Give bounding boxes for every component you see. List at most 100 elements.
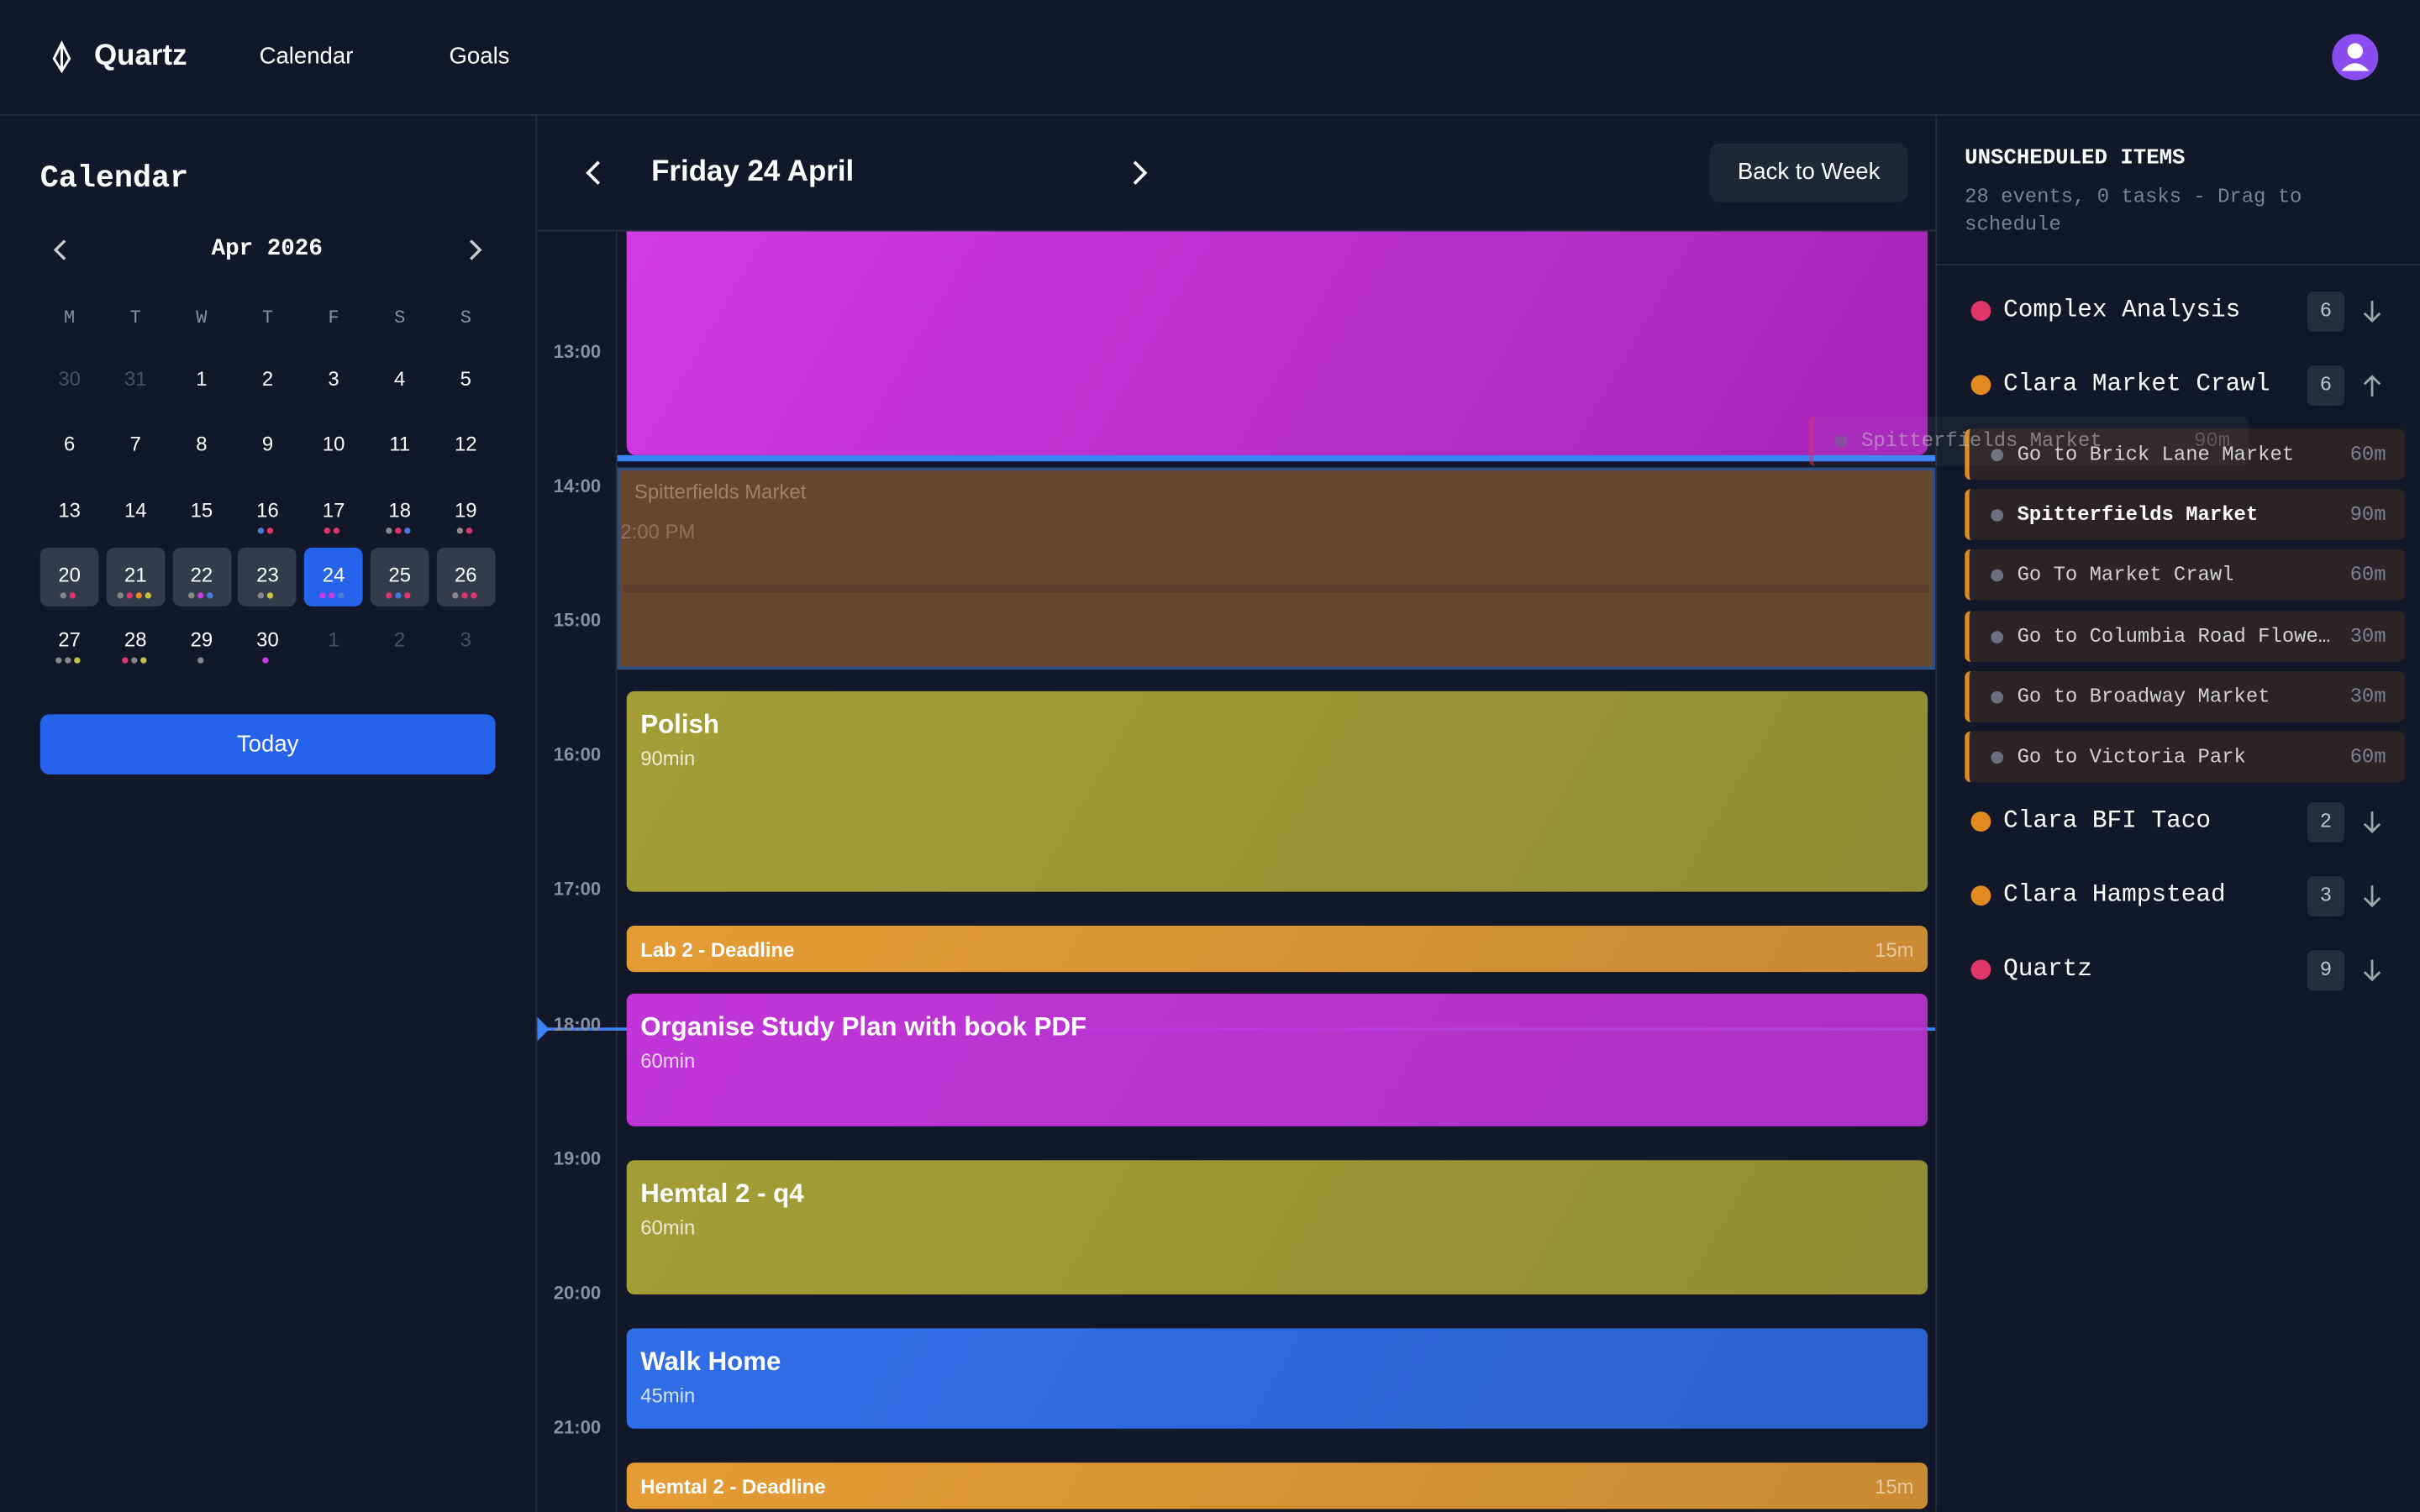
event-duration: 15m [1875,937,1914,962]
timeline: Spitterfields Market 2:00 PM 13:00 14:00 1… [537,231,1936,1512]
day[interactable]: 23 [256,563,279,586]
day[interactable]: 5 [460,367,471,391]
event-title: Organise Study Plan with book PDF [640,1011,1087,1042]
event-title: Walk Home [640,1347,781,1377]
day[interactable]: 11 [389,432,411,456]
panel-subtitle: 28 events, 0 tasks - Drag to schedule [1965,185,2302,237]
event-dot [319,592,326,599]
day[interactable]: 26 [455,563,477,586]
event-dot [145,592,151,599]
day[interactable]: 2 [394,627,406,652]
day[interactable]: 15 [190,497,213,522]
hour-label: 21:00 [553,1415,602,1438]
day[interactable]: 20 [58,563,81,586]
prev-day[interactable] [583,159,605,186]
day[interactable]: 13 [58,497,81,522]
event-duration: 90min [640,746,696,770]
event-dot [121,657,129,664]
panel-divider [1937,264,2420,265]
day[interactable]: 24 [322,563,345,586]
today-button[interactable]: Today [39,714,496,775]
weekday: F [328,307,339,329]
weekday: T [261,307,274,329]
nav-link[interactable]: Calendar [259,43,354,70]
event-title: Hemtal 2 - Deadline [640,1474,826,1499]
day[interactable]: 3 [328,367,339,391]
day[interactable]: 18 [388,497,412,522]
day[interactable]: 8 [196,432,208,456]
event-dot [451,592,459,599]
calendar-grid: M T W T F S S 30 31 1 2 3 4 5 6 7 8 9 10 11 12 13 14 15 16 17 18 19… [0,0,537,695]
day[interactable]: 27 [58,627,81,652]
day-highlight [238,547,297,606]
event-dot [267,527,274,533]
hour-label: 17:00 [553,878,602,900]
event[interactable]: Lab 2 - Deadline 15m [626,926,1928,973]
day[interactable]: 29 [190,627,213,652]
event-dot [395,527,402,533]
weekday: W [196,307,208,329]
next-month[interactable] [465,238,487,262]
day[interactable]: 1 [196,367,208,391]
event-dot [262,657,270,664]
day[interactable]: 30 [256,627,279,652]
next-day[interactable] [1128,159,1150,186]
brand[interactable]: Quartz [94,39,187,73]
day[interactable]: 22 [190,563,213,586]
event-dot [466,527,472,533]
event-dot [197,592,203,599]
ghost-title: Spitterfields Market [634,480,807,503]
day[interactable]: 25 [388,563,412,586]
avatar[interactable] [2332,34,2379,81]
day[interactable]: 28 [124,627,147,652]
day[interactable]: 7 [129,432,141,456]
event[interactable]: Hemtal 2 - q4 60min [626,1160,1928,1295]
unscheduled-panel [1935,115,2420,1512]
event[interactable]: Hemtal 2 - Deadline 15m [626,1462,1928,1509]
event-title: Polish [640,709,719,739]
event-dot [329,592,335,599]
weekday: M [64,307,76,329]
event-duration: 60min [640,1215,696,1239]
event-duration: 15m [1875,1474,1914,1499]
event-block[interactable] [626,231,1928,455]
day[interactable]: 6 [63,432,76,456]
day[interactable]: 10 [322,432,345,456]
day[interactable]: 16 [256,497,279,522]
month-label: Apr 2026 [211,236,323,263]
sidebar-title: Calendar [39,161,189,198]
logo [52,40,71,74]
day[interactable]: 14 [124,497,147,522]
event-dot [258,592,265,599]
day[interactable]: 3 [460,627,471,652]
day[interactable]: 1 [328,627,339,652]
event[interactable]: Walk Home 45min [626,1328,1928,1429]
event-dot [130,657,138,664]
weekday: T [129,307,141,329]
day[interactable]: 9 [261,432,274,456]
weekday: S [394,307,406,329]
back-button[interactable]: Back to Week [1710,143,1908,202]
event-dot [334,527,340,533]
event-dot [135,592,142,599]
day[interactable]: 4 [394,367,406,391]
day[interactable]: 19 [455,497,477,522]
prev-month[interactable] [50,238,71,262]
event-dot [197,657,203,664]
event[interactable]: Organise Study Plan with book PDF 60min [626,993,1928,1126]
day[interactable]: 30 [58,367,81,391]
event-dot [126,592,133,599]
event[interactable]: Polish 90min [626,690,1928,892]
event-dot [55,657,62,664]
event-dot [69,592,76,599]
day[interactable]: 2 [261,367,274,391]
day[interactable]: 31 [124,367,147,391]
ghost-time: 2:00 PM [620,519,696,543]
nav-link[interactable]: Goals [449,43,510,70]
event-dot [324,527,331,533]
day[interactable]: 21 [124,563,147,586]
time-gutter [537,231,618,1512]
day[interactable]: 17 [322,497,345,522]
day[interactable]: 12 [455,432,477,456]
